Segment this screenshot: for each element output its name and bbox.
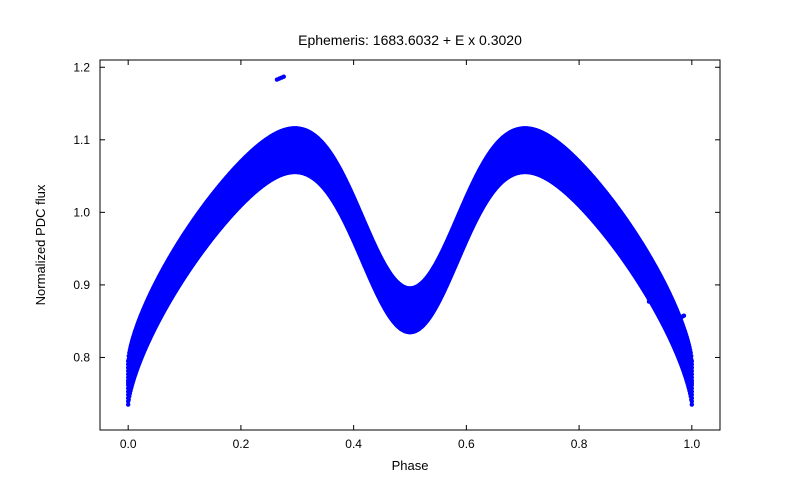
chart-svg: 0.0 0.2 0.4 0.6 0.8 1.0 0.8 0.9 1.0 1.1 1.2 Phase No… [0,0,800,500]
y-tick-label: 0.9 [73,278,90,292]
x-tick-label: 1.0 [683,437,700,451]
x-tick-label: 0.6 [458,437,475,451]
x-tick-label: 0.0 [120,437,137,451]
y-tick-label: 1.2 [73,60,90,74]
x-tick-label: 0.8 [571,437,588,451]
chart-title: Ephemeris: 1683.6032 + E x 0.3020 [298,32,522,48]
x-axis-label: Phase [392,458,429,473]
x-tick-label: 0.2 [233,437,250,451]
y-axis-label: Normalized PDC flux [33,184,48,305]
phase-flux-scatter-chart: 0.0 0.2 0.4 0.6 0.8 1.0 0.8 0.9 1.0 1.1 1.2 Phase No… [0,0,800,500]
y-tick-label: 1.0 [73,205,90,219]
x-tick-label: 0.4 [345,437,362,451]
y-tick-label: 0.8 [73,350,90,364]
y-tick-label: 1.1 [73,133,90,147]
